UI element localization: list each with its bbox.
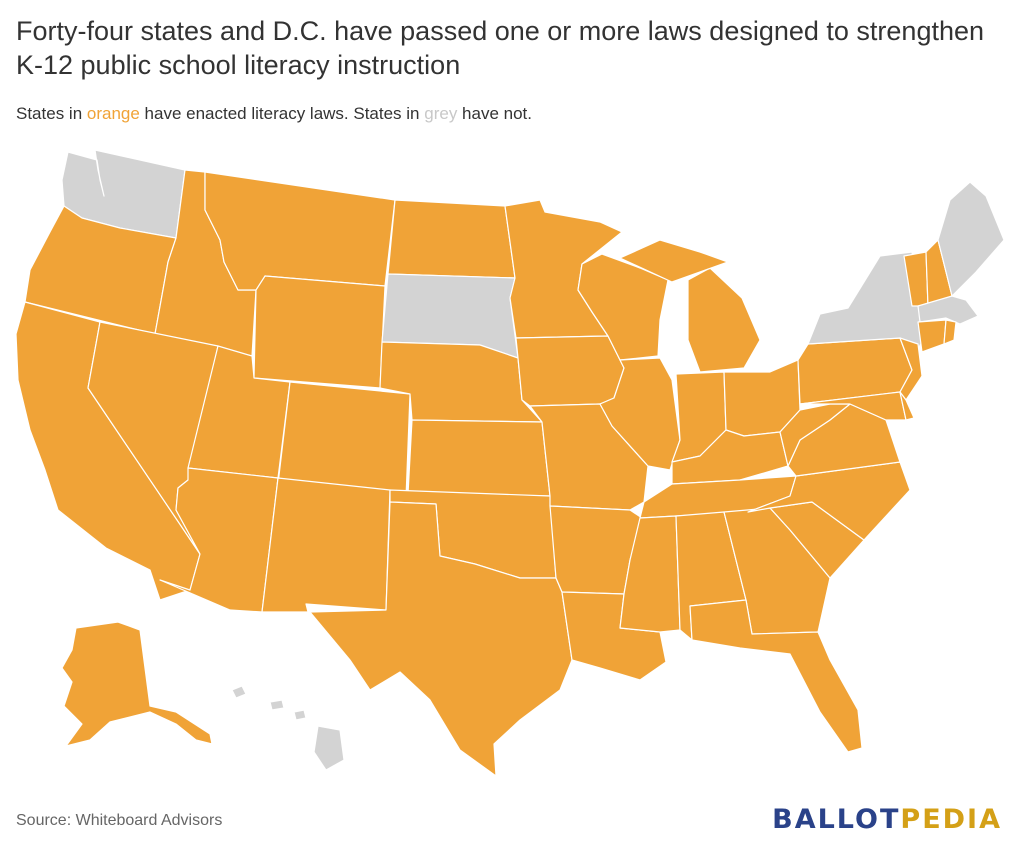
state-wyoming [253, 275, 386, 389]
state-north-dakota [387, 199, 516, 279]
state-alaska [61, 621, 213, 747]
state-iowa [515, 335, 625, 407]
subtitle-grey-word: grey [424, 104, 458, 123]
state-michigan-lower [687, 267, 761, 373]
state-montana [204, 171, 396, 291]
state-illinois [599, 357, 681, 471]
source-note: Source: Whiteboard Advisors [16, 812, 223, 829]
ballotpedia-logo: BALLOTPEDIA [772, 804, 1002, 835]
subtitle-prefix: States in [16, 104, 87, 123]
state-florida [689, 599, 863, 753]
state-michigan-upper [619, 239, 729, 283]
state-maine [937, 181, 1005, 297]
state-delaware [899, 391, 915, 421]
state-connecticut [917, 319, 947, 353]
us-map [15, 149, 1005, 777]
map-subtitle: States in orange have enacted literacy l… [16, 104, 532, 124]
map-title: Forty-four states and D.C. have passed o… [16, 16, 985, 80]
state-west-virginia [779, 403, 851, 467]
subtitle-orange-word: orange [86, 104, 140, 123]
logo-part-ballot: BALLOT [772, 804, 901, 835]
subtitle-suffix: have not. [457, 104, 532, 123]
state-new-mexico [261, 477, 391, 613]
logo-part-pedia: PEDIA [900, 804, 1002, 835]
state-texas [309, 501, 573, 777]
state-hawaii [231, 685, 345, 771]
subtitle-middle: have enacted literacy laws. States in [139, 104, 425, 123]
state-kansas [407, 419, 551, 497]
state-wisconsin [577, 253, 669, 361]
state-rhode-island [943, 319, 957, 345]
